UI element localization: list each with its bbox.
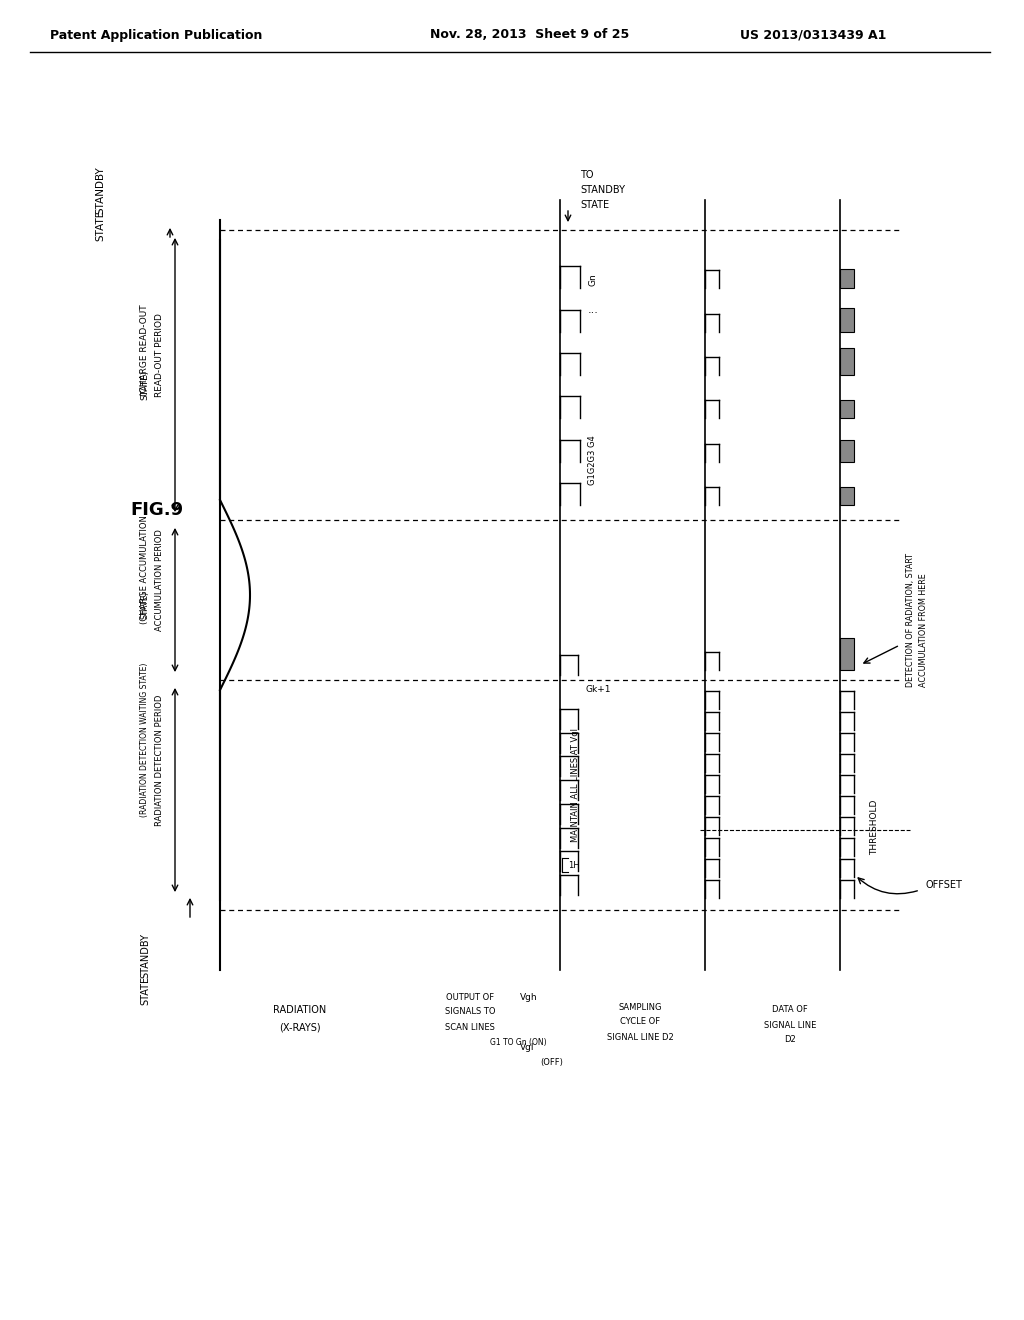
Text: DETECTION OF RADIATION, START: DETECTION OF RADIATION, START bbox=[905, 553, 914, 686]
Text: (CHARGE READ-OUT: (CHARGE READ-OUT bbox=[140, 304, 150, 396]
Text: STATE: STATE bbox=[580, 201, 609, 210]
Text: (X-RAYS): (X-RAYS) bbox=[280, 1022, 321, 1032]
Text: Gk+1: Gk+1 bbox=[585, 685, 610, 694]
Text: RADIATION: RADIATION bbox=[273, 1005, 327, 1015]
Text: STANDBY: STANDBY bbox=[140, 932, 150, 978]
Text: 1H: 1H bbox=[568, 861, 580, 870]
Text: CYCLE OF: CYCLE OF bbox=[620, 1018, 660, 1027]
Bar bbox=[840, 268, 854, 288]
Text: G1 TO Gn (ON): G1 TO Gn (ON) bbox=[490, 1038, 547, 1047]
Text: SIGNALS TO: SIGNALS TO bbox=[444, 1007, 496, 1016]
Text: US 2013/0313439 A1: US 2013/0313439 A1 bbox=[740, 29, 887, 41]
Bar bbox=[840, 348, 854, 375]
Bar bbox=[840, 487, 854, 506]
Text: SIGNAL LINE: SIGNAL LINE bbox=[764, 1020, 816, 1030]
Text: Gn: Gn bbox=[588, 273, 597, 286]
Text: OFFSET: OFFSET bbox=[925, 880, 962, 890]
Text: TO: TO bbox=[580, 170, 594, 180]
Text: READ-OUT PERIOD: READ-OUT PERIOD bbox=[156, 313, 165, 397]
Text: MAINTAIN ALL LINES AT Vgl: MAINTAIN ALL LINES AT Vgl bbox=[570, 729, 580, 842]
Text: SIGNAL LINE D2: SIGNAL LINE D2 bbox=[606, 1032, 674, 1041]
Bar bbox=[840, 400, 854, 418]
Text: RADIATION DETECTION PERIOD: RADIATION DETECTION PERIOD bbox=[156, 694, 165, 826]
Text: (OFF): (OFF) bbox=[540, 1057, 563, 1067]
Text: ACCUMULATION PERIOD: ACCUMULATION PERIOD bbox=[156, 529, 165, 631]
Text: D2: D2 bbox=[784, 1035, 796, 1044]
Text: STATE: STATE bbox=[95, 210, 105, 240]
Text: FIG.9: FIG.9 bbox=[130, 502, 183, 519]
Text: SCAN LINES: SCAN LINES bbox=[445, 1023, 495, 1031]
Text: (CHARGE ACCUMULATION: (CHARGE ACCUMULATION bbox=[140, 516, 150, 624]
Text: STATE): STATE) bbox=[140, 591, 150, 619]
Text: SAMPLING: SAMPLING bbox=[618, 1002, 662, 1011]
Text: STANDBY: STANDBY bbox=[580, 185, 625, 195]
Text: G1G2G3 G4: G1G2G3 G4 bbox=[588, 436, 597, 484]
Text: ACCUMULATION FROM HERE: ACCUMULATION FROM HERE bbox=[919, 573, 928, 686]
Text: OUTPUT OF: OUTPUT OF bbox=[445, 994, 494, 1002]
Text: STANDBY: STANDBY bbox=[95, 166, 105, 214]
Text: (RADIATION DETECTION WAITING STATE): (RADIATION DETECTION WAITING STATE) bbox=[140, 663, 150, 817]
Text: STATE: STATE bbox=[140, 975, 150, 1005]
Text: Patent Application Publication: Patent Application Publication bbox=[50, 29, 262, 41]
Bar bbox=[840, 440, 854, 462]
Text: Vgl: Vgl bbox=[520, 1044, 535, 1052]
Text: DATA OF: DATA OF bbox=[772, 1006, 808, 1015]
Text: Nov. 28, 2013  Sheet 9 of 25: Nov. 28, 2013 Sheet 9 of 25 bbox=[430, 29, 630, 41]
Text: STATE): STATE) bbox=[140, 370, 150, 400]
Text: ...: ... bbox=[588, 305, 599, 315]
Text: Vgh: Vgh bbox=[520, 994, 538, 1002]
Text: THRESHOLD: THRESHOLD bbox=[870, 800, 879, 854]
Bar bbox=[840, 309, 854, 331]
Bar bbox=[840, 638, 854, 671]
